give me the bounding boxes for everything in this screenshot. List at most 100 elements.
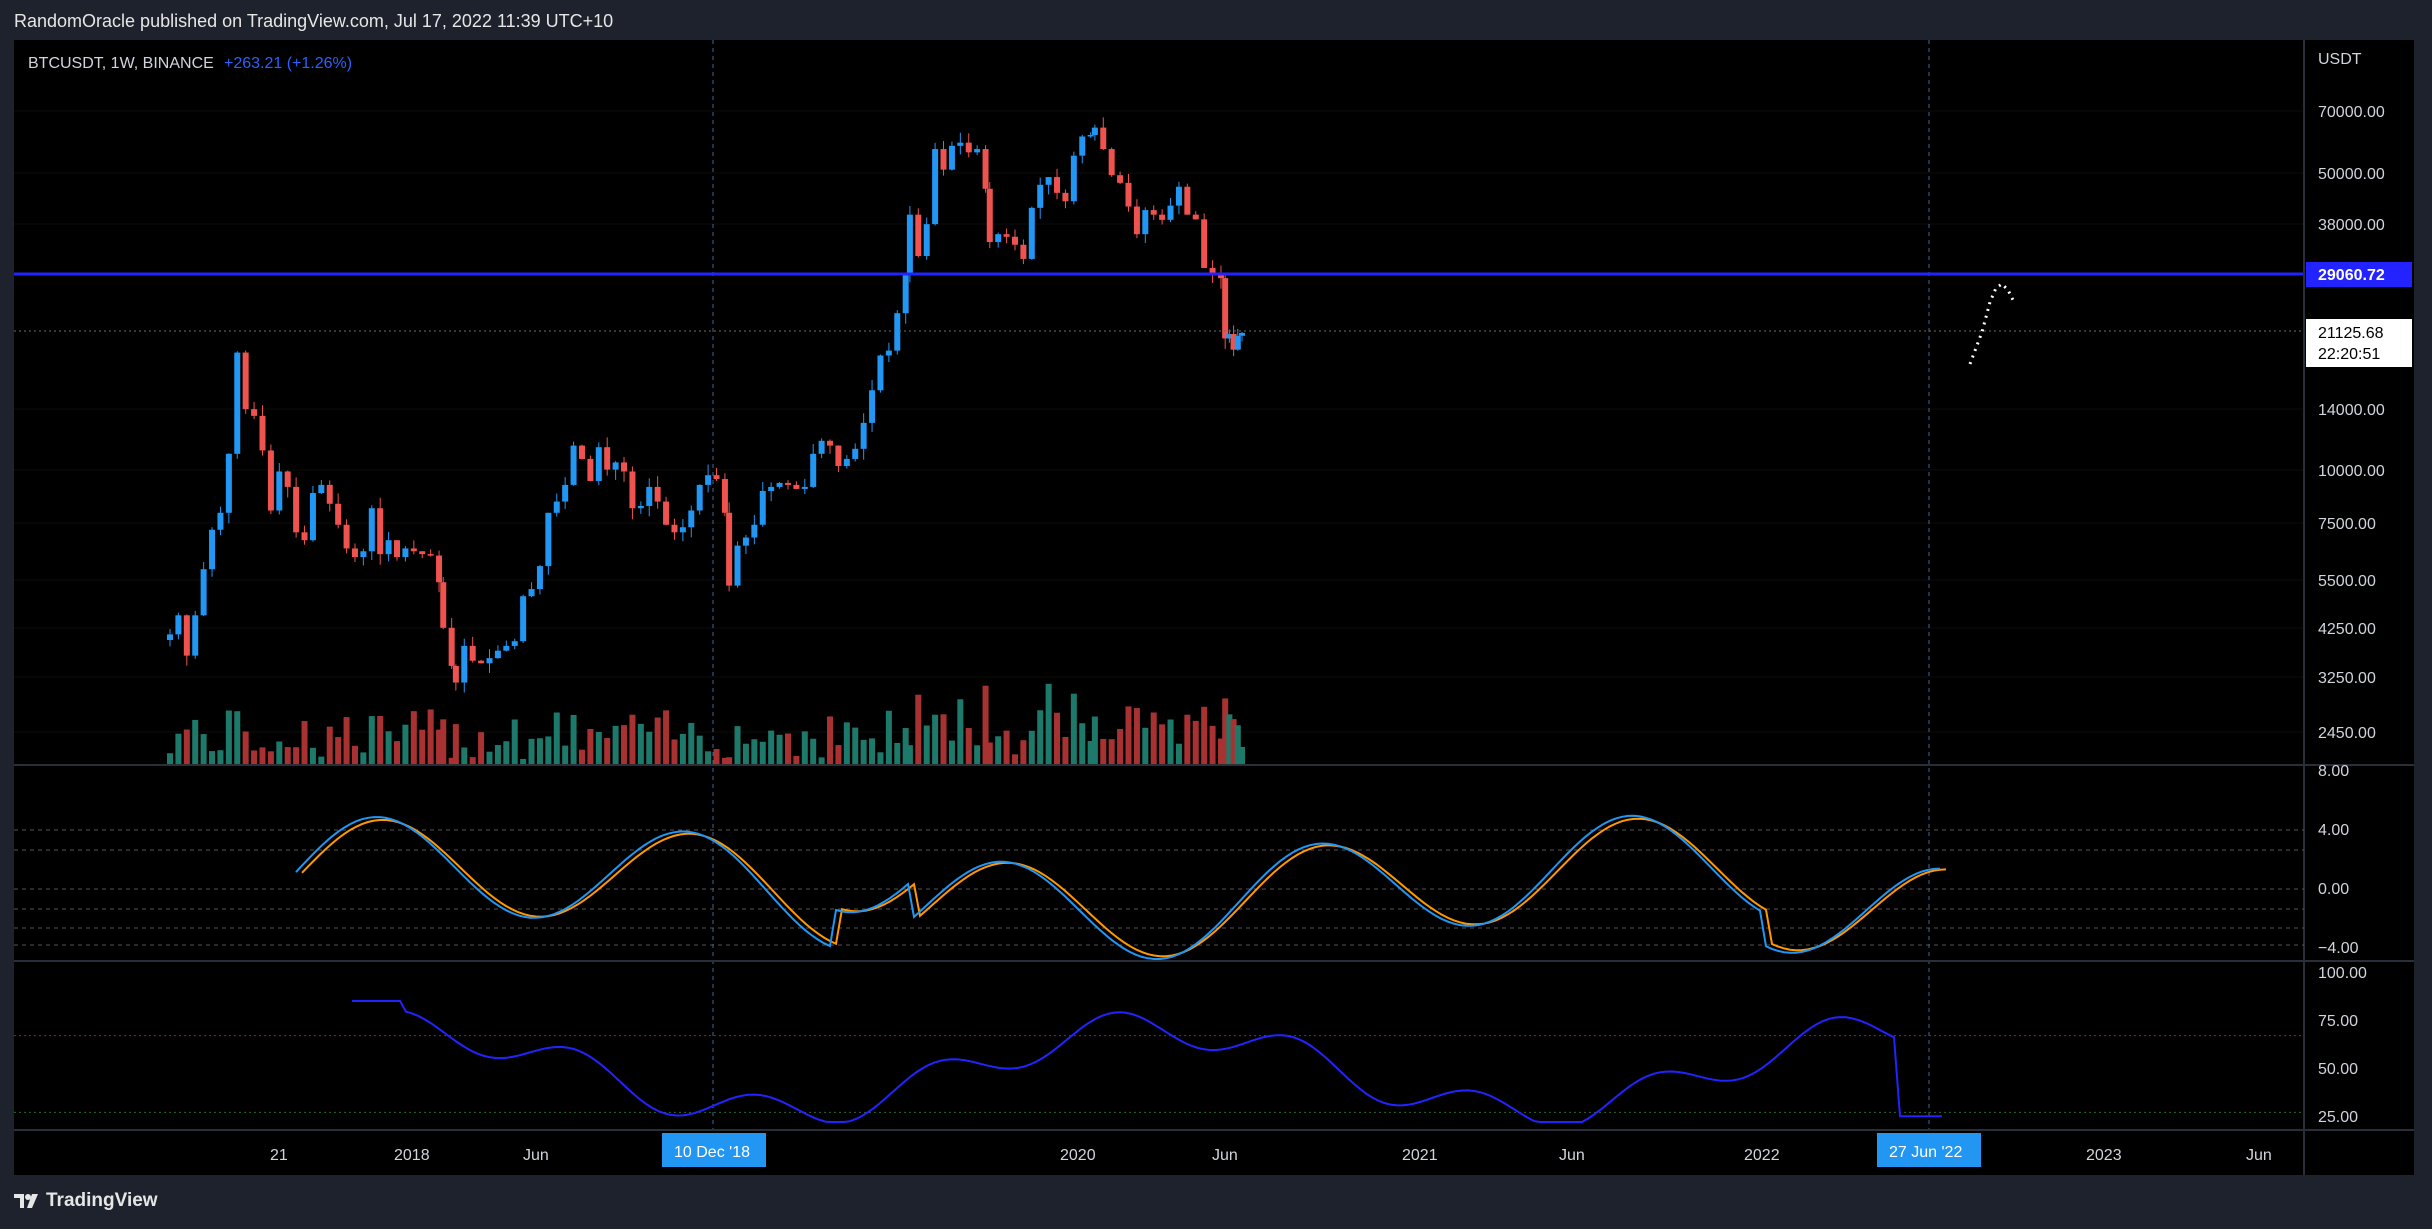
- candle-body: [225, 453, 232, 513]
- chart-frame[interactable]: BTCUSDT, 1W, BINANCE +263.21 (+1.26%) US…: [14, 40, 2414, 1175]
- time-label: Jun: [523, 1147, 549, 1164]
- time-label: 21: [270, 1147, 288, 1164]
- tradingview-logo[interactable]: TradingView: [14, 1190, 158, 1212]
- tradingview-logo-text: TradingView: [46, 1190, 158, 1211]
- candle-body: [1133, 206, 1140, 235]
- volume-bar: [688, 722, 695, 765]
- candle-body: [974, 149, 981, 153]
- volume-bars: [167, 683, 1245, 765]
- candle-body: [734, 545, 741, 586]
- volume-bar: [1079, 723, 1086, 765]
- volume-bar: [1070, 693, 1077, 765]
- candle-body: [629, 471, 636, 509]
- candle-body: [234, 352, 241, 454]
- volume-bar: [427, 709, 434, 765]
- time-label: 2022: [1744, 1147, 1780, 1164]
- volume-bar: [827, 716, 834, 765]
- volume-bar: [452, 724, 459, 765]
- volume-bar: [209, 751, 216, 765]
- volume-bar: [167, 753, 173, 765]
- volume-bar: [309, 747, 316, 765]
- candle-body: [1091, 127, 1098, 135]
- volume-bar: [225, 710, 232, 765]
- candle-body: [1087, 134, 1094, 137]
- volume-bar: [469, 757, 476, 765]
- osc-scale[interactable]: 8.00 4.00 0.00 −4.00: [2318, 763, 2359, 957]
- candle-body: [923, 224, 930, 256]
- candle-body: [217, 512, 224, 530]
- volume-bar: [835, 745, 842, 765]
- rsi-scale[interactable]: 100.00 75.00 50.00 25.00: [2318, 965, 2367, 1126]
- candle-body: [621, 462, 628, 472]
- candle-body: [679, 527, 686, 533]
- candle-body: [570, 445, 577, 485]
- rsi-tick: 25.00: [2318, 1109, 2358, 1126]
- candle-body: [1239, 332, 1245, 336]
- candle-body: [461, 645, 468, 683]
- volume-bar: [553, 712, 560, 765]
- candle-body: [192, 615, 199, 656]
- candle-body: [587, 458, 594, 481]
- volume-bar: [974, 745, 981, 765]
- candle-body: [835, 445, 842, 466]
- candle-body: [818, 440, 825, 454]
- volume-bar: [503, 741, 510, 765]
- price-scale[interactable]: USDT 70000.00 50000.00 38000.00 14000.00…: [2306, 51, 2412, 742]
- projection-drawing[interactable]: [1968, 282, 2015, 365]
- osc-tick: 8.00: [2318, 763, 2349, 780]
- candle-body: [776, 482, 783, 487]
- candle-body: [562, 484, 569, 502]
- candle-body: [654, 486, 661, 502]
- price-tick: 3250.00: [2318, 670, 2376, 687]
- candle-body: [1142, 210, 1149, 235]
- osc-tick: −4.00: [2318, 940, 2359, 957]
- oscillator-pane: [14, 814, 2304, 960]
- candle-body: [965, 142, 972, 153]
- volume-bar: [1028, 730, 1035, 765]
- candle-body: [852, 448, 859, 459]
- time-label: Jun: [1559, 1147, 1585, 1164]
- candle-body: [200, 569, 207, 616]
- volume-bar: [784, 733, 791, 765]
- osc-tick: 4.00: [2318, 822, 2349, 839]
- candle-body: [1037, 184, 1044, 208]
- symbol-name[interactable]: BTCUSDT, 1W, BINANCE: [28, 55, 214, 72]
- symbol-change: +263.21 (+1.26%): [224, 55, 352, 72]
- candle-body: [528, 589, 535, 597]
- volume-bar: [251, 750, 258, 765]
- volume-bar: [965, 728, 972, 765]
- candle-body: [448, 627, 455, 666]
- level-price-label: 29060.72: [2318, 267, 2385, 284]
- chart-canvas[interactable]: BTCUSDT, 1W, BINANCE +263.21 (+1.26%) US…: [14, 40, 2414, 1175]
- candle-body: [843, 458, 850, 466]
- volume-bar: [1020, 740, 1027, 765]
- volume-bar: [394, 741, 401, 765]
- volume-bar: [1062, 736, 1069, 765]
- candle-body: [1125, 182, 1132, 207]
- projection-arrow: [1968, 282, 2015, 365]
- candle-body: [167, 634, 173, 641]
- candle-body: [604, 447, 611, 470]
- candle-body: [663, 501, 670, 525]
- price-scale-currency: USDT: [2318, 51, 2362, 68]
- candle-body: [885, 350, 892, 356]
- candle-body: [986, 188, 993, 243]
- candle-body: [427, 554, 434, 556]
- time-axis[interactable]: 21 2018 Jun 2020 Jun 2021 Jun 2022 2023 …: [270, 1133, 2272, 1167]
- volume-bar: [915, 694, 922, 765]
- volume-bar: [520, 758, 527, 765]
- volume-bar: [902, 728, 909, 765]
- candle-body: [318, 484, 325, 494]
- volume-bar: [436, 729, 443, 765]
- volume-bar: [1054, 712, 1061, 765]
- osc-tick: 0.00: [2318, 881, 2349, 898]
- candle-body: [595, 447, 602, 481]
- candle-body: [503, 645, 510, 651]
- footer-bar: [0, 1175, 2432, 1229]
- candle-body: [545, 512, 552, 567]
- volume-bar: [932, 714, 939, 765]
- candle-body: [1108, 149, 1115, 176]
- candlesticks: [167, 117, 1245, 693]
- price-tick: 5500.00: [2318, 573, 2376, 590]
- candle-body: [671, 524, 678, 533]
